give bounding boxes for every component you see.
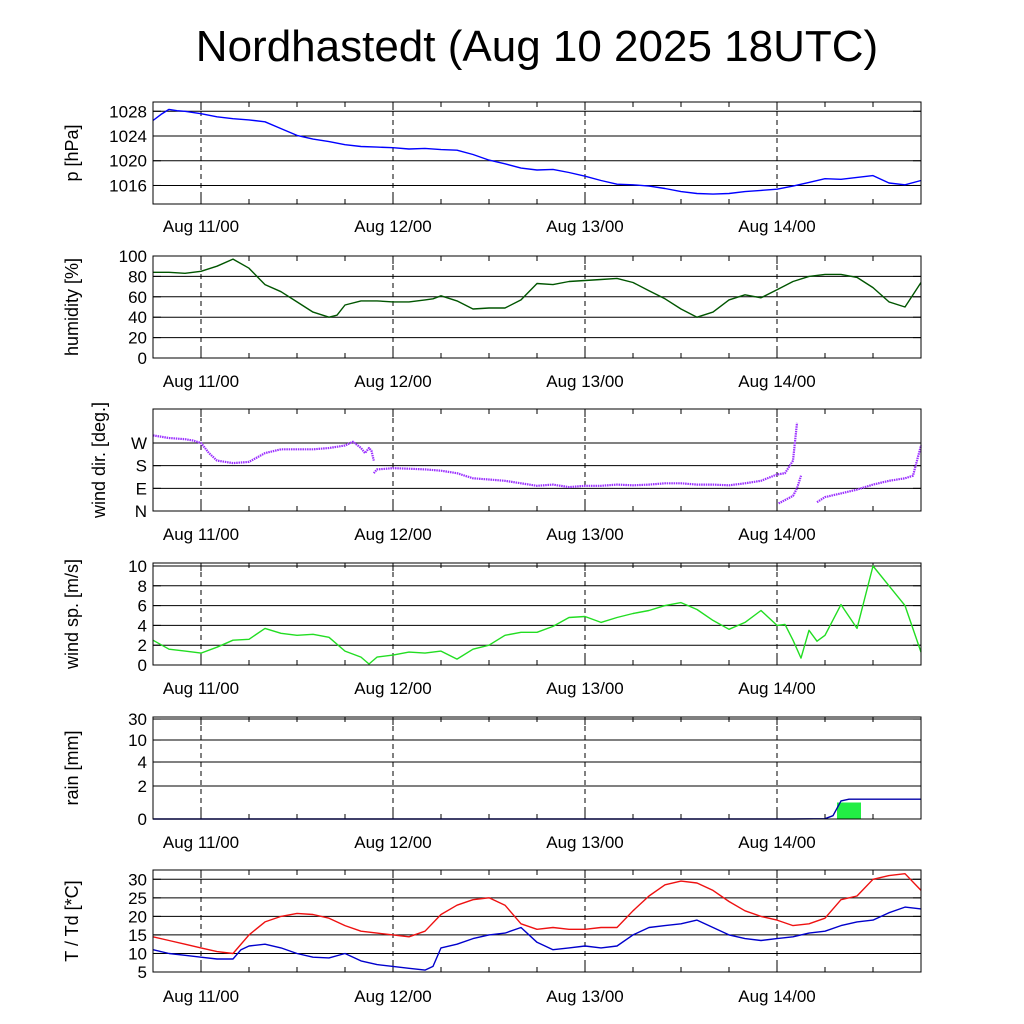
- rain-bar: [837, 802, 861, 819]
- y-tick-label: 15: [128, 926, 147, 945]
- y-tick-label: 30: [128, 870, 147, 889]
- y-axis-label: wind sp. [m/s]: [62, 559, 82, 670]
- x-tick-label: Aug 12/00: [354, 217, 432, 236]
- x-tick-label: Aug 11/00: [163, 679, 239, 698]
- x-tick-label: Aug 12/00: [354, 525, 432, 544]
- x-tick-label: Aug 13/00: [546, 987, 624, 1006]
- y-axis-label: wind dir. [deg.]: [89, 402, 109, 519]
- x-tick-label: Aug 14/00: [738, 833, 816, 852]
- y-tick-label: 4: [138, 753, 147, 772]
- y-tick-label: 30: [128, 710, 147, 729]
- y-tick-label: 6: [138, 597, 147, 616]
- series-line: [778, 475, 803, 505]
- y-tick-label: 1024: [109, 127, 147, 146]
- x-tick-label: Aug 12/00: [354, 679, 432, 698]
- y-tick-label: 2: [138, 636, 147, 655]
- y-tick-label: 80: [128, 267, 147, 286]
- y-axis-label: T / Td [*C]: [62, 880, 82, 961]
- x-tick-label: Aug 11/00: [163, 525, 239, 544]
- plot-frame: [152, 255, 922, 359]
- plot-frame: [152, 408, 922, 512]
- y-tick-label: E: [136, 479, 147, 498]
- x-tick-label: Aug 12/00: [354, 987, 432, 1006]
- plot-frame: [152, 869, 922, 973]
- y-tick-label: 20: [128, 329, 147, 348]
- y-tick-label: 0: [138, 656, 147, 675]
- x-tick-label: Aug 11/00: [163, 987, 239, 1006]
- y-tick-label: 4: [138, 616, 147, 635]
- pressure-panel: 1016 1020 1024 1028 Aug 11/00 Aug 12/00 Aug 13…: [62, 101, 922, 236]
- y-axis-label: p [hPa]: [62, 124, 82, 181]
- series-line: [816, 445, 923, 504]
- y-tick-label: 20: [128, 907, 147, 926]
- y-tick-label: 1028: [109, 102, 147, 121]
- y-tick-label: 8: [138, 577, 147, 596]
- y-tick-label: 1016: [109, 176, 147, 195]
- chart-title: Nordhastedt (Aug 10 2025 18UTC): [195, 22, 879, 71]
- y-tick-label: 10: [128, 944, 147, 963]
- x-tick-label: Aug 14/00: [738, 987, 816, 1006]
- series-line: [152, 565, 922, 665]
- y-tick-label: 100: [119, 247, 147, 266]
- x-tick-label: Aug 14/00: [738, 679, 816, 698]
- x-tick-label: Aug 11/00: [163, 217, 239, 236]
- x-tick-label: Aug 14/00: [738, 525, 816, 544]
- x-tick-label: Aug 14/00: [738, 372, 816, 391]
- y-axis-label: rain [mm]: [62, 730, 82, 805]
- plot-frame: [152, 562, 922, 666]
- x-tick-label: Aug 13/00: [546, 679, 624, 698]
- x-tick-label: Aug 11/00: [163, 372, 239, 391]
- series-line: [152, 873, 922, 955]
- y-tick-label: 1020: [109, 152, 147, 171]
- y-tick-label: 10: [128, 731, 147, 750]
- plot-frame: [152, 716, 922, 820]
- y-tick-label: N: [135, 502, 147, 521]
- y-tick-label: 2: [138, 777, 147, 796]
- y-tick-label: 0: [138, 810, 147, 829]
- x-tick-label: Aug 12/00: [354, 833, 432, 852]
- x-tick-label: Aug 14/00: [738, 217, 816, 236]
- x-tick-label: Aug 11/00: [163, 833, 239, 852]
- x-tick-label: Aug 13/00: [546, 833, 624, 852]
- y-axis-label: humidity [%]: [62, 258, 82, 356]
- y-tick-label: 5: [138, 963, 147, 982]
- x-tick-label: Aug 12/00: [354, 372, 432, 391]
- series-line: [152, 108, 922, 195]
- y-tick-label: 0: [138, 349, 147, 368]
- y-tick-label: 25: [128, 889, 147, 908]
- series-line: [152, 906, 922, 971]
- rain-panel: 0 2 4 10 30 Aug 11/00 Aug 12/00 Aug 13/00 Aug 14…: [62, 710, 922, 852]
- series-line: [372, 422, 799, 489]
- y-tick-label: 60: [128, 288, 147, 307]
- plot-frame: [152, 101, 922, 205]
- x-tick-label: Aug 13/00: [546, 525, 624, 544]
- y-tick-label: 10: [128, 557, 147, 576]
- series-line: [152, 434, 375, 465]
- y-tick-label: S: [136, 457, 147, 476]
- x-tick-label: Aug 13/00: [546, 372, 624, 391]
- y-tick-label: 40: [128, 308, 147, 327]
- series-line: [153, 258, 922, 318]
- x-tick-label: Aug 13/00: [546, 217, 624, 236]
- y-tick-label: W: [131, 434, 147, 453]
